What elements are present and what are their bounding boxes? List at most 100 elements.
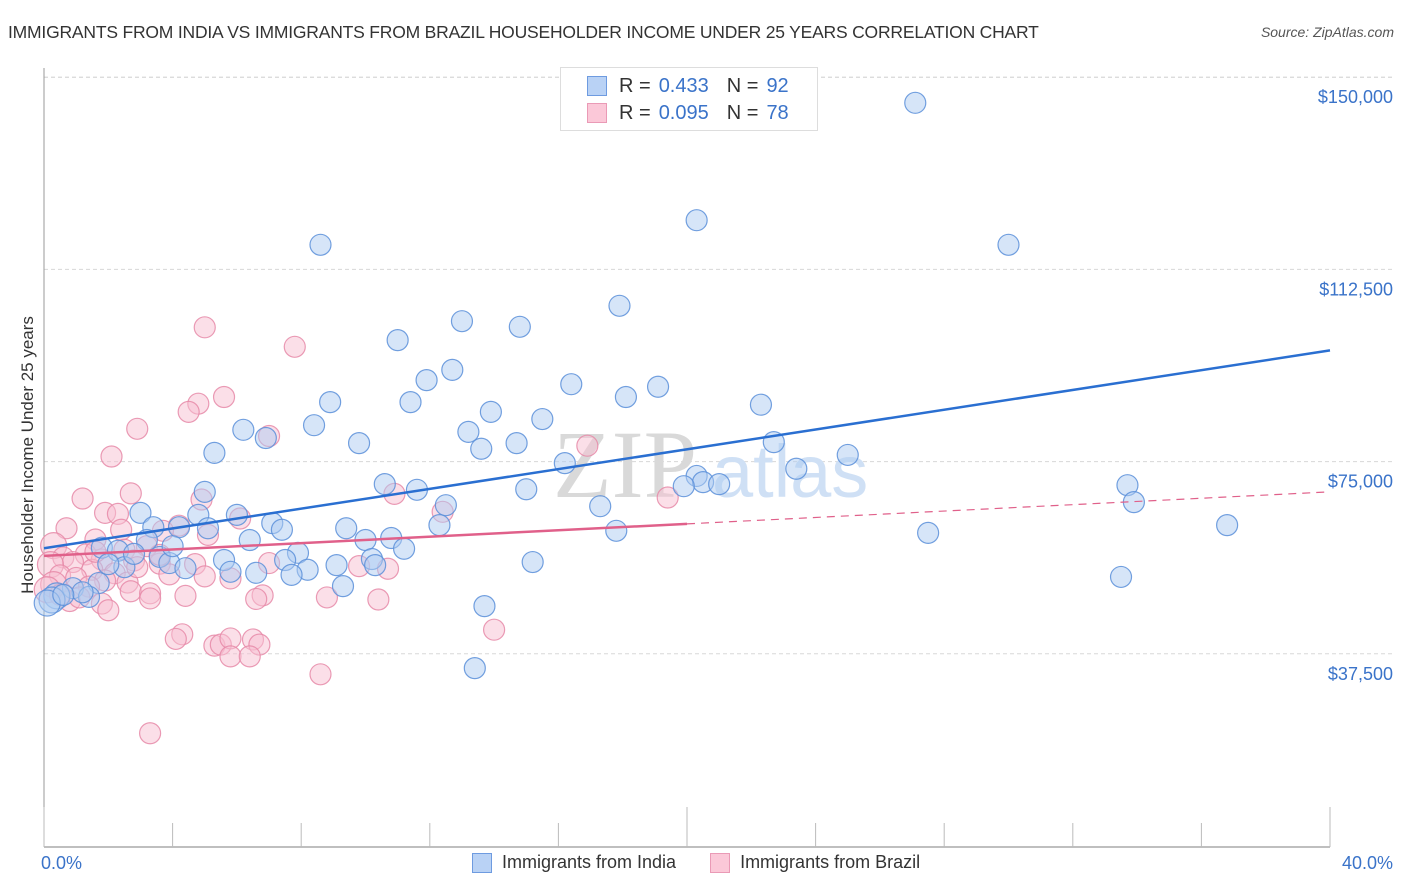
data-point-india <box>441 358 464 381</box>
data-point-india <box>997 233 1020 256</box>
series-india-points <box>33 91 1239 680</box>
data-point-india <box>515 478 538 501</box>
india-swatch-icon <box>472 852 492 873</box>
data-point-india <box>386 329 409 352</box>
x-tick-label: 40.0% <box>1342 853 1393 873</box>
data-point-india <box>589 495 612 518</box>
data-point-india <box>672 475 695 498</box>
data-point-brazil <box>126 417 149 440</box>
data-point-brazil <box>576 434 599 457</box>
data-point-india <box>785 457 808 480</box>
data-point-india <box>245 561 268 584</box>
india-swatch-icon <box>587 76 607 96</box>
y-tick-label: $75,000 <box>1328 472 1393 492</box>
data-point-brazil <box>245 587 268 611</box>
legend-n-label: N = <box>726 74 759 97</box>
y-tick-label: $37,500 <box>1328 664 1393 684</box>
data-point-brazil <box>219 645 242 668</box>
data-point-india <box>174 557 197 580</box>
data-point-india <box>52 583 75 606</box>
data-point-india <box>463 657 486 680</box>
data-point-india <box>457 420 480 443</box>
data-point-india <box>392 537 416 560</box>
data-point-brazil <box>309 663 332 686</box>
trend-line-brazil-extrapolated <box>686 491 1331 525</box>
legend-r-value: 0.095 <box>658 101 709 124</box>
data-point-india <box>646 375 670 398</box>
data-point-brazil <box>238 645 261 668</box>
legend-r-value: 0.433 <box>658 74 709 97</box>
data-point-brazil <box>138 587 162 610</box>
chart-title: IMMIGRANTS FROM INDIA VS IMMIGRANTS FROM… <box>8 22 1039 42</box>
legend-item-india[interactable]: Immigrants from India <box>472 852 676 873</box>
data-point-india <box>373 473 396 496</box>
data-point-india <box>1216 514 1239 537</box>
x-tick-label: 0.0% <box>41 853 82 873</box>
data-point-brazil <box>119 482 142 505</box>
data-point-india <box>335 517 358 540</box>
data-point-india <box>193 480 216 503</box>
series-legend: Immigrants from India Immigrants from Br… <box>472 852 954 873</box>
data-point-brazil <box>656 486 679 509</box>
data-point-brazil <box>193 565 216 588</box>
trend-line-brazil <box>43 522 688 558</box>
brazil-swatch-icon <box>587 103 607 123</box>
data-point-india <box>415 369 438 392</box>
trend-lines <box>43 349 1331 558</box>
data-point-india <box>364 554 387 577</box>
brazil-swatch-icon <box>710 852 731 873</box>
data-point-brazil <box>138 722 162 745</box>
data-point-india <box>1109 565 1133 589</box>
data-point-brazil <box>55 517 78 540</box>
data-point-brazil <box>164 627 187 651</box>
data-point-india <box>428 514 451 537</box>
data-point-india <box>904 91 927 114</box>
data-point-brazil <box>193 316 216 339</box>
data-point-india <box>836 443 859 467</box>
data-point-india <box>521 550 544 574</box>
data-point-brazil <box>100 445 123 468</box>
data-point-india <box>122 542 146 565</box>
data-point-brazil <box>174 584 197 607</box>
data-point-india <box>708 473 731 496</box>
data-point-india <box>325 554 348 577</box>
legend-label-brazil: Immigrants from Brazil <box>740 852 921 872</box>
data-point-india <box>685 209 708 232</box>
legend-item-brazil[interactable]: Immigrants from Brazil <box>710 852 920 873</box>
legend-row-brazil: R = 0.095 N = 78 <box>587 101 789 125</box>
y-tick-label: $150,000 <box>1318 87 1393 107</box>
correlation-legend: R = 0.433 N = 92 R = 0.095 N = 78 <box>560 67 818 131</box>
data-point-india <box>399 391 422 414</box>
data-point-india <box>531 407 554 431</box>
data-point-india <box>614 385 638 409</box>
y-axis-label: Householder Income Under 25 years <box>18 316 37 594</box>
data-point-brazil <box>483 618 506 641</box>
data-point-india <box>505 432 528 455</box>
data-point-india <box>450 310 474 333</box>
legend-row-india: R = 0.433 N = 92 <box>587 74 789 98</box>
data-point-brazil <box>315 586 339 609</box>
legend-n-label: N = <box>726 101 759 124</box>
data-point-india <box>560 373 583 396</box>
data-point-india <box>129 501 152 524</box>
data-point-india <box>331 575 355 598</box>
data-point-india <box>97 553 120 576</box>
axes <box>43 68 1331 848</box>
data-point-india <box>309 233 332 256</box>
data-point-india <box>232 418 255 441</box>
axis-labels: $37,500 $75,000 $112,500 $150,000 0.0% 40.0% <box>41 87 1393 873</box>
y-tick-label: $112,500 <box>1319 279 1393 299</box>
data-point-india <box>508 315 531 338</box>
data-point-india <box>470 437 493 460</box>
data-point-brazil <box>367 588 390 611</box>
data-point-brazil <box>119 580 142 603</box>
trend-line-india <box>43 349 1331 550</box>
legend-r-label: R = <box>619 74 651 97</box>
data-point-india <box>203 441 226 464</box>
data-point-india <box>161 535 184 558</box>
data-point-india <box>71 581 94 604</box>
data-point-india <box>917 521 940 544</box>
data-point-india <box>238 528 261 552</box>
legend-n-value: 92 <box>766 74 789 97</box>
